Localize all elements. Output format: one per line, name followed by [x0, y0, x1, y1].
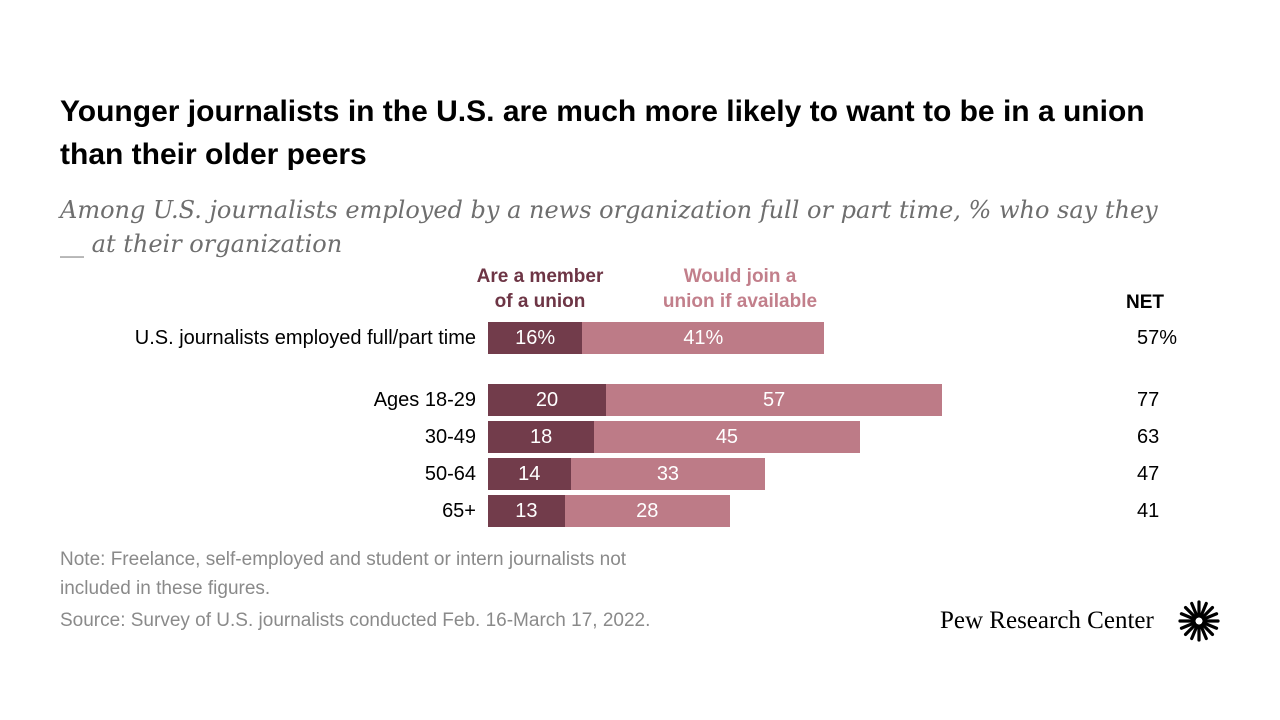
bar-member-all: 16% [488, 322, 583, 354]
category-label-30-49: 30-49 [424, 426, 476, 448]
bar-member-65-plus: 13 [488, 495, 565, 527]
chart-title: Younger journalists in the U.S. are much… [60, 95, 1145, 171]
bar-member-30-49: 18 [488, 421, 595, 453]
net-value-18-29: 77 [1137, 389, 1160, 411]
bar-would-join-65-plus: 28 [564, 495, 730, 527]
category-label-50-64: 50-64 [424, 463, 476, 485]
legend-member: Are a member of a union [476, 266, 604, 312]
category-label-65-plus: 65+ [442, 500, 476, 522]
legend-would-join: Would join a union if available [662, 266, 818, 312]
chart-note: Note: Freelance, self-employed and stude… [60, 545, 780, 603]
bar-member-18-29: 20 [488, 384, 606, 416]
bar-would-join-30-49: 45 [594, 421, 860, 453]
note-line-2: included in these figures. [60, 578, 271, 599]
net-value-30-49: 63 [1137, 426, 1160, 448]
net-value-all: 57% [1137, 327, 1178, 349]
bar-member-50-64: 14 [488, 458, 571, 490]
brand-name: Pew Research Center [940, 607, 1154, 634]
category-label-18-29: Ages 18-29 [373, 389, 476, 411]
chart-source: Source: Survey of U.S. journalists condu… [60, 610, 651, 631]
net-value-50-64: 47 [1137, 463, 1160, 485]
pew-sunburst-icon [1178, 600, 1220, 642]
net-header: NET [1126, 292, 1164, 313]
chart-subtitle: Among U.S. journalists employed by a new… [60, 196, 1158, 258]
note-line-1: Note: Freelance, self-employed and stude… [60, 549, 627, 570]
category-label-all: U.S. journalists employed full/part time [134, 327, 476, 349]
bar-would-join-all: 41% [582, 322, 825, 354]
bar-would-join-18-29: 57 [606, 384, 943, 416]
bar-would-join-50-64: 33 [570, 458, 766, 490]
net-value-65-plus: 41 [1137, 500, 1160, 522]
